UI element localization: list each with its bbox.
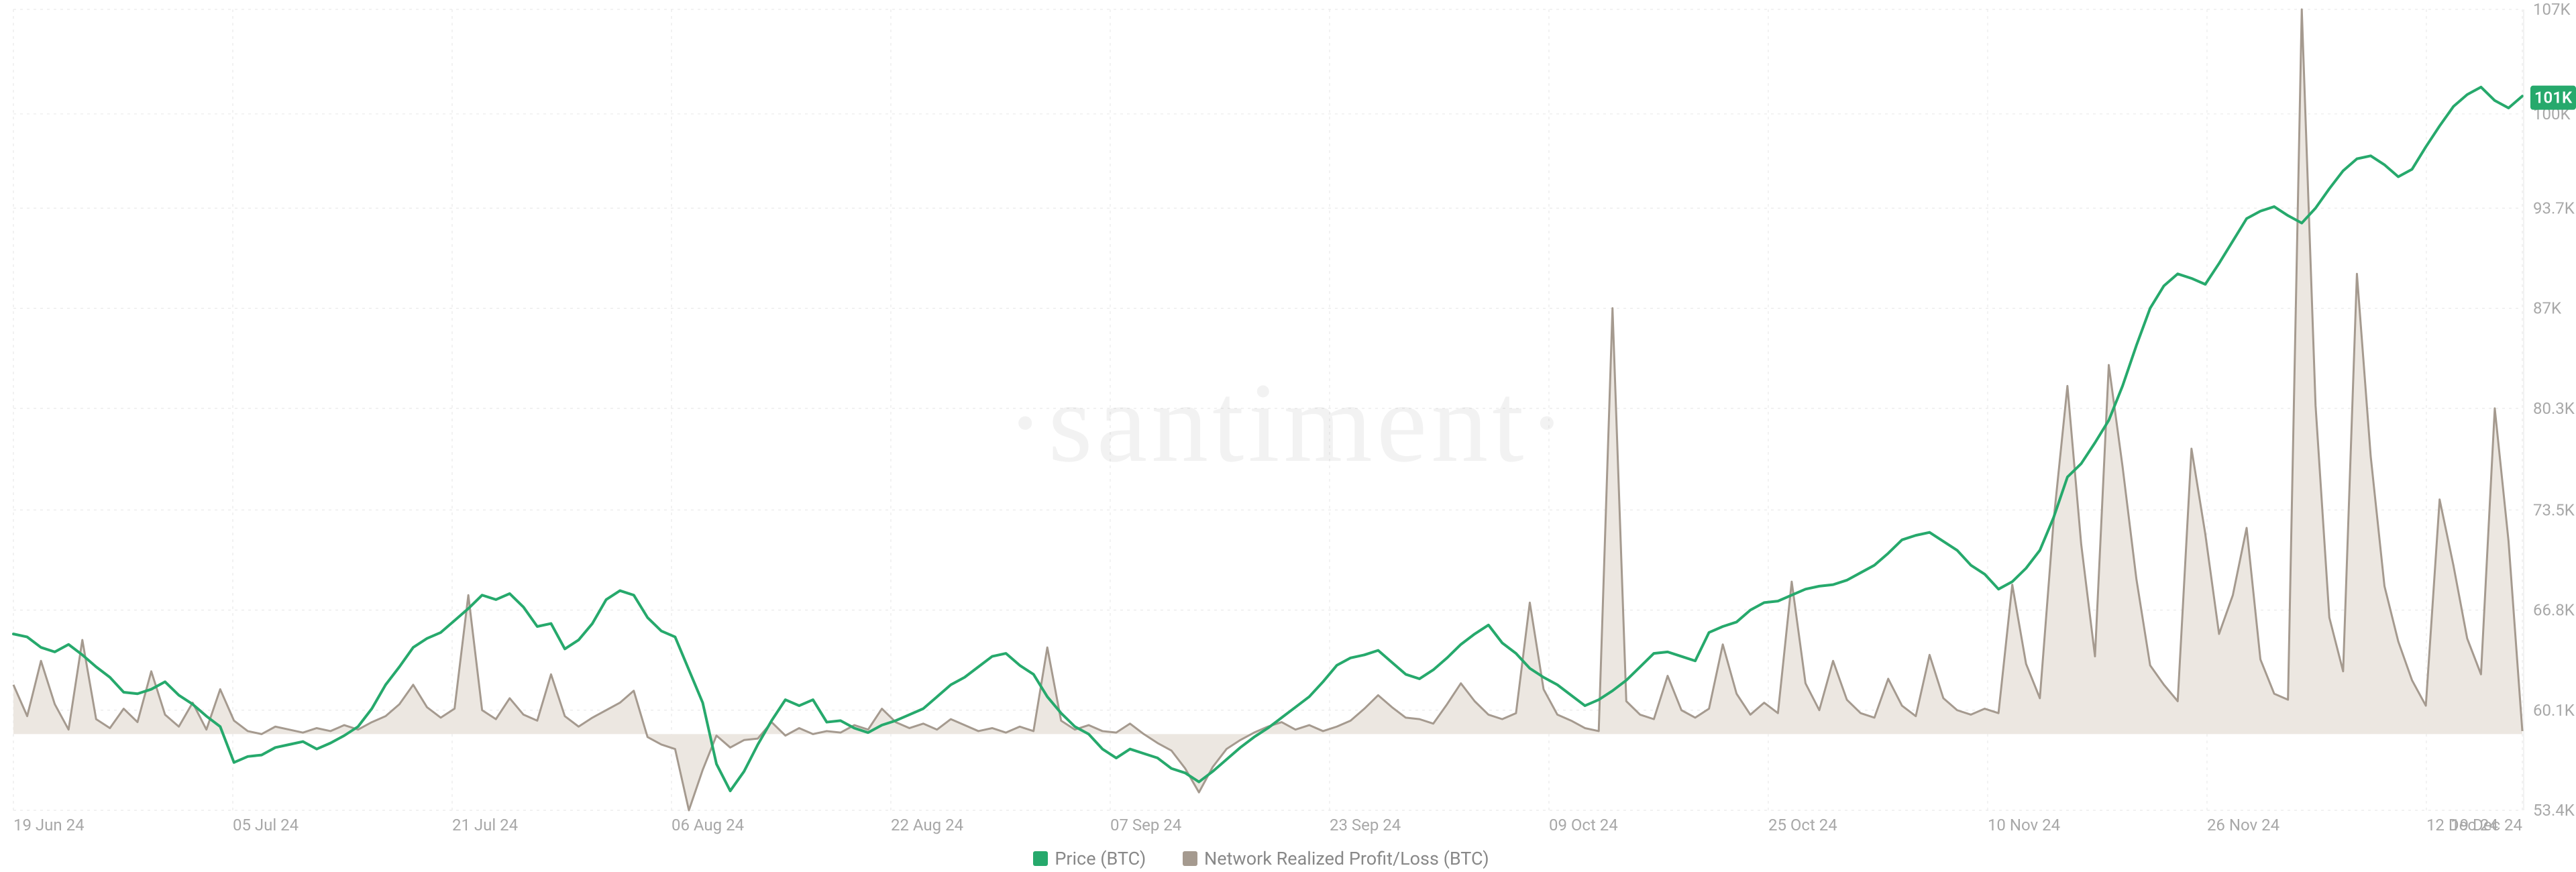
svg-text:19 Jun 24: 19 Jun 24 bbox=[13, 816, 85, 834]
svg-text:87K: 87K bbox=[2533, 299, 2562, 318]
legend-swatch-pl bbox=[1183, 851, 1197, 866]
svg-text:26 Nov 24: 26 Nov 24 bbox=[2207, 816, 2279, 834]
svg-text:80.3K: 80.3K bbox=[2533, 399, 2575, 418]
svg-text:06 Aug 24: 06 Aug 24 bbox=[672, 816, 744, 834]
svg-text:23 Sep 24: 23 Sep 24 bbox=[1330, 816, 1401, 834]
svg-text:21 Jul 24: 21 Jul 24 bbox=[452, 816, 518, 834]
svg-text:107K: 107K bbox=[2533, 0, 2571, 19]
chart-svg: 53.4K60.1K66.8K73.5K80.3K87K93.7K100K107… bbox=[0, 0, 2576, 872]
svg-text:25 Oct 24: 25 Oct 24 bbox=[1768, 816, 1837, 834]
svg-text:66.8K: 66.8K bbox=[2533, 601, 2575, 620]
legend-label-pl: Network Realized Profit/Loss (BTC) bbox=[1204, 848, 1489, 869]
legend-item-price: Price (BTC) bbox=[1033, 848, 1146, 869]
legend-label-price: Price (BTC) bbox=[1055, 848, 1146, 869]
chart-container: 53.4K60.1K66.8K73.5K80.3K87K93.7K100K107… bbox=[0, 0, 2576, 872]
svg-text:19 Dec 24: 19 Dec 24 bbox=[2451, 816, 2522, 834]
svg-text:07 Sep 24: 07 Sep 24 bbox=[1110, 816, 1181, 834]
svg-text:05 Jul 24: 05 Jul 24 bbox=[233, 816, 299, 834]
svg-text:09 Oct 24: 09 Oct 24 bbox=[1549, 816, 1618, 834]
svg-text:22 Aug 24: 22 Aug 24 bbox=[891, 816, 963, 834]
svg-text:93.7K: 93.7K bbox=[2533, 199, 2575, 217]
svg-text:53.4K: 53.4K bbox=[2533, 801, 2575, 820]
legend-item-pl: Network Realized Profit/Loss (BTC) bbox=[1183, 848, 1489, 869]
svg-text:10 Nov 24: 10 Nov 24 bbox=[1988, 816, 2060, 834]
legend: Price (BTC) Network Realized Profit/Loss… bbox=[0, 848, 2522, 871]
svg-text:60.1K: 60.1K bbox=[2533, 701, 2575, 720]
svg-text:101K: 101K bbox=[2534, 89, 2573, 107]
svg-text:73.5K: 73.5K bbox=[2533, 500, 2575, 519]
legend-swatch-price bbox=[1033, 851, 1048, 866]
